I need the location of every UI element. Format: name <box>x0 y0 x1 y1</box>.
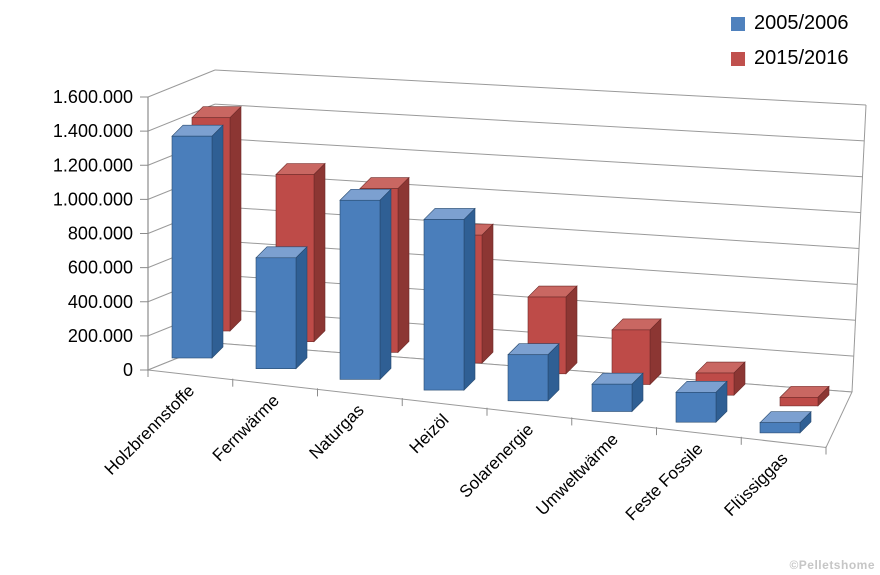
bar-umweltw-rme-2015-2016-side-face <box>649 318 662 386</box>
bar-naturgas-2005-2006-side-face <box>379 188 392 381</box>
y-tick-label: 400.000 <box>68 292 133 312</box>
bar-heiz-l-2015-2016-side-face <box>481 223 494 364</box>
y-tick-label: 200.000 <box>68 326 133 346</box>
category-label: Feste Fossile <box>622 439 707 524</box>
y-tick-label: 1.000.000 <box>53 189 133 209</box>
bar-holzbrennstoffe-2005-2006 <box>171 135 213 359</box>
bar-fl-ssiggas-2015-2016 <box>779 397 819 407</box>
chart-legend: 2005/2006 2015/2016 <box>731 12 849 70</box>
y-tick-label: 600.000 <box>68 258 133 278</box>
bar-heiz-l-2005-2006-side-face <box>463 207 476 391</box>
bar-solarenergie-2015-2016-side-face <box>565 285 578 375</box>
bar-fernw-rme-2005-2006-side-face <box>295 246 308 370</box>
bar-fl-ssiggas-2005-2006 <box>759 422 801 434</box>
bar-naturgas-2005-2006 <box>339 199 381 380</box>
bar-holzbrennstoffe-2005-2006-side-face <box>211 124 224 359</box>
back-wall-gridline <box>214 137 863 178</box>
y-tick-label: 1.400.000 <box>53 121 133 141</box>
bar-fernw-rme-2005-2006 <box>255 257 297 370</box>
category-label: Holzbrennstoffe <box>101 381 198 478</box>
bar-solarenergie-2005-2006 <box>507 354 549 402</box>
bar-heiz-l-2005-2006 <box>423 219 465 391</box>
legend-swatch-2015-2016-icon <box>731 51 745 66</box>
bar-naturgas-2015-2016-side-face <box>397 176 410 354</box>
legend-item-2015-2016[interactable]: 2015/2016 <box>731 47 849 70</box>
y-tick-label: 1.600.000 <box>53 87 133 107</box>
legend-swatch-2005-2006-icon <box>731 16 745 31</box>
category-label: Solarenergie <box>456 420 538 502</box>
category-label: Flüssiggas <box>721 449 792 520</box>
watermark: ©Pelletshome <box>789 558 875 572</box>
category-label: Heizöl <box>406 410 453 457</box>
bar-fernw-rme-2015-2016-side-face <box>313 162 326 343</box>
legend-item-2005-2006[interactable]: 2005/2006 <box>731 12 849 35</box>
bar-feste-fossile-2005-2006 <box>675 392 717 423</box>
legend-label-2015-2016: 2015/2016 <box>754 47 849 69</box>
y-tick-label: 1.200.000 <box>53 155 133 175</box>
category-label: Fernwärme <box>209 391 283 465</box>
back-wall-gridline <box>214 69 867 106</box>
back-wall-gridline <box>214 103 865 142</box>
legend-label-2005-2006: 2005/2006 <box>754 12 849 34</box>
side-wall-gridline <box>147 69 216 98</box>
y-tick-label: 0 <box>123 360 133 380</box>
bar-umweltw-rme-2005-2006 <box>591 383 633 412</box>
back-wall-right-edge <box>851 104 867 393</box>
category-label: Umweltwärme <box>532 430 622 520</box>
bar-holzbrennstoffe-2015-2016-side-face <box>229 105 242 332</box>
y-tick-label: 800.000 <box>68 224 133 244</box>
category-label: Naturgas <box>305 401 367 463</box>
